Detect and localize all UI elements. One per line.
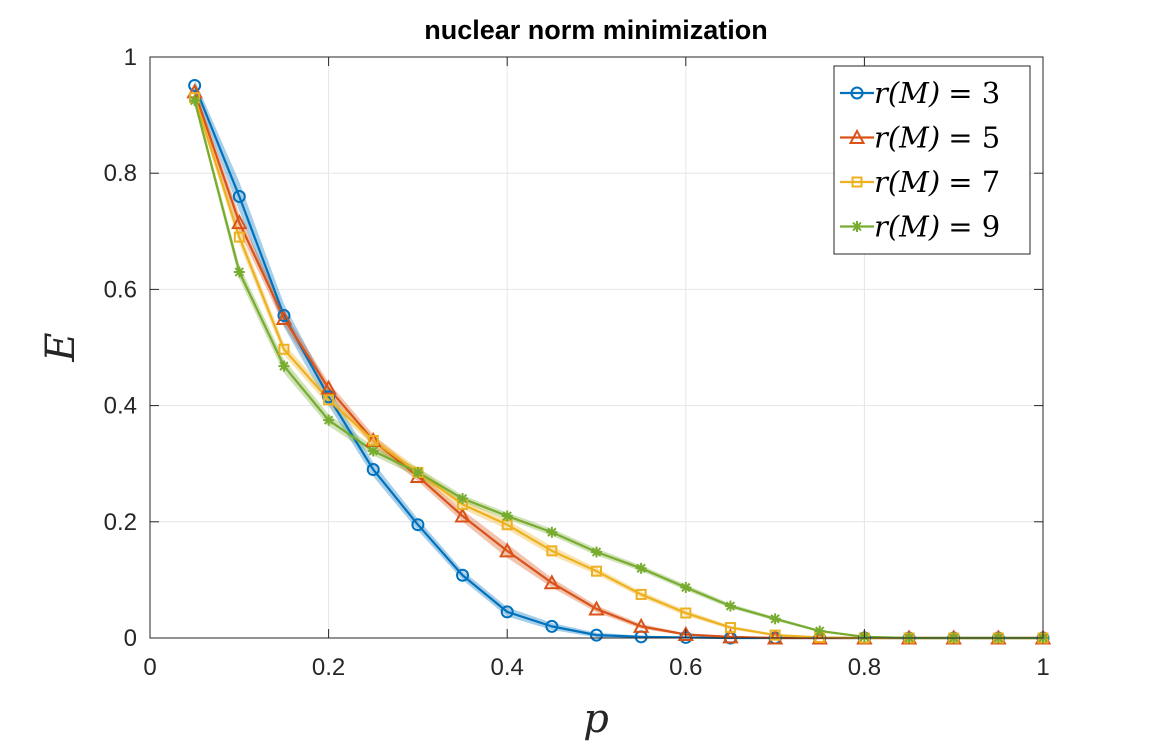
legend-marker-series-1 — [850, 86, 864, 100]
data-point-series-3 — [278, 343, 290, 355]
data-point-series-4-stroke — [815, 626, 825, 636]
data-point-series-4-stroke — [189, 95, 200, 106]
data-point-series-4 — [814, 625, 826, 637]
data-point-series-4-stroke — [279, 361, 289, 371]
data-point-series-4-stroke — [547, 527, 557, 537]
data-point-series-4 — [501, 510, 513, 522]
data-point-series-1 — [500, 605, 514, 619]
legend-label-series-1: r(M) = 3 — [874, 76, 1000, 110]
data-point-series-4-stroke — [636, 563, 646, 573]
data-point-series-1 — [590, 628, 603, 642]
data-point-series-3 — [680, 607, 692, 619]
legend-label-series-3: r(M) = 7 — [874, 165, 1000, 199]
data-point-series-1 — [411, 518, 425, 532]
axis-ticks: 0 0.2 0.4 0.6 0.8 1 0 0.2 0.4 0.6 0.8 1 — [104, 44, 1050, 681]
data-point-series-4-stroke — [323, 415, 334, 425]
data-point-series-4 — [591, 546, 602, 558]
series-markers — [186, 78, 1052, 645]
data-point-series-4-stroke — [770, 614, 780, 624]
data-point-series-1 — [188, 78, 202, 92]
legend-label-main: r(M) — [874, 210, 940, 244]
legend-label-main: r(M) — [874, 165, 940, 199]
data-point-series-3 — [546, 545, 558, 557]
data-point-series-4-stroke — [591, 547, 602, 557]
data-point-series-3 — [233, 231, 245, 243]
x-tick-label: 0.4 — [491, 654, 524, 681]
legend-label-main: r(M) — [874, 76, 940, 110]
data-point-series-2 — [677, 625, 694, 642]
data-point-series-2 — [543, 574, 561, 590]
data-point-series-4-stroke — [457, 493, 468, 504]
data-point-series-2 — [632, 617, 650, 633]
data-point-series-2 — [722, 628, 739, 644]
x-axis-label: p — [583, 696, 609, 742]
data-point-series-4-stroke — [234, 267, 244, 277]
legend-label-value: = 9 — [948, 210, 1000, 244]
data-point-series-4-stroke — [502, 511, 512, 521]
data-point-series-2 — [499, 542, 516, 558]
data-point-series-4-stroke — [725, 601, 736, 611]
data-point-series-2 — [454, 507, 471, 523]
data-point-series-4 — [412, 466, 424, 478]
legend-label-value: = 7 — [948, 165, 1000, 199]
data-point-series-4 — [278, 360, 290, 372]
legend-box — [833, 65, 1031, 255]
data-point-series-1 — [366, 463, 380, 477]
y-tick-label: 0.6 — [104, 276, 137, 303]
data-point-series-4-stroke — [413, 467, 423, 478]
data-point-series-1 — [456, 568, 470, 582]
y-tick-label: 0 — [124, 625, 137, 652]
data-point-series-4 — [635, 562, 647, 574]
legend-marker-series-4-stroke — [852, 221, 862, 232]
y-tick-label: 0.4 — [104, 393, 137, 420]
data-point-series-2 — [320, 379, 337, 395]
chart-title: nuclear norm minimization — [424, 15, 768, 45]
data-point-series-2 — [231, 213, 248, 230]
legend-marker-series-2 — [848, 128, 866, 144]
y-tick-label: 0.8 — [104, 160, 137, 187]
data-point-series-1 — [232, 189, 246, 203]
data-point-series-3 — [323, 394, 335, 406]
data-point-series-4-stroke — [368, 446, 378, 456]
data-point-series-4 — [367, 445, 379, 457]
data-point-series-3 — [635, 588, 647, 600]
legend-label-value: = 5 — [948, 121, 1000, 155]
data-point-series-4 — [680, 581, 692, 593]
data-point-series-4 — [546, 526, 558, 538]
data-point-series-3 — [769, 629, 781, 641]
legend-marker-series-4 — [851, 221, 863, 232]
data-point-series-3 — [367, 434, 379, 446]
data-point-series-4 — [189, 95, 201, 107]
data-point-series-1 — [545, 619, 559, 633]
x-tick-label: 0 — [143, 654, 156, 681]
data-point-series-4 — [323, 414, 335, 426]
data-point-series-4 — [769, 613, 781, 625]
data-point-series-2 — [275, 309, 293, 325]
legend-marker-series-3 — [851, 176, 863, 188]
data-point-series-2 — [588, 600, 605, 616]
data-point-series-4 — [724, 600, 736, 612]
data-point-series-3 — [591, 565, 602, 577]
x-tick-label: 1 — [1036, 654, 1049, 681]
data-point-series-4 — [457, 493, 469, 505]
axes-box — [149, 56, 1044, 639]
data-point-series-4-stroke — [681, 582, 691, 593]
legend-label-value: = 3 — [948, 76, 1000, 110]
legend-label-main: r(M) — [874, 121, 940, 155]
y-axis-label: E — [38, 332, 84, 362]
x-tick-label: 0.8 — [848, 654, 881, 681]
y-tick-label: 1 — [124, 44, 137, 71]
x-tick-label: 0.6 — [669, 654, 702, 681]
legend: r(M) = 3r(M) = 5r(M) = 7r(M) = 9 — [833, 65, 1031, 255]
x-tick-label: 0.2 — [312, 654, 345, 681]
legend-label-series-4: r(M) = 9 — [874, 210, 1000, 244]
legend-label-series-2: r(M) = 5 — [874, 121, 1000, 155]
y-tick-label: 0.2 — [104, 509, 137, 536]
data-point-series-4 — [233, 266, 245, 278]
data-point-series-3 — [724, 622, 736, 634]
